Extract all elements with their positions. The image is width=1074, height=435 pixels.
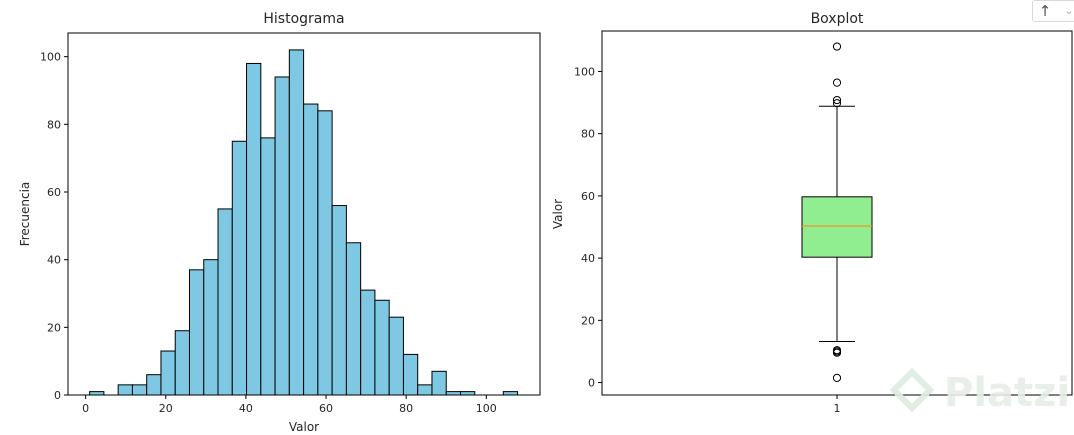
histogram-title: Histograma <box>263 11 344 27</box>
histogram-x-tick-label: 20 <box>159 402 173 415</box>
histogram-x-tick-label: 60 <box>319 402 333 415</box>
boxplot-elements <box>801 42 873 382</box>
histogram-bar <box>360 289 376 396</box>
boxplot-outlier <box>832 346 842 355</box>
histogram-bar <box>431 370 447 396</box>
histogram-bar <box>417 384 433 396</box>
histogram-x-ticks: 0 20 40 60 80 100 <box>82 395 497 415</box>
watermark-text: Platzi <box>944 370 1070 416</box>
histogram-bar <box>217 208 233 396</box>
histogram-y-label: Frecuencia <box>18 182 32 247</box>
histogram-x-tick-label: 100 <box>476 402 497 415</box>
histogram-y-tick-label: 20 <box>47 321 61 334</box>
boxplot-outlier <box>832 78 842 87</box>
boxplot-outlier <box>832 99 842 108</box>
histogram-bar <box>388 316 404 396</box>
histogram-bar <box>345 242 362 396</box>
boxplot-x-tick-label: 1 <box>834 402 841 415</box>
boxplot-y-tick-label: 0 <box>588 377 595 390</box>
histogram-axes-frame <box>67 32 541 396</box>
chevron-down-icon[interactable]: ⌄ <box>1064 4 1074 17</box>
histogram-y-tick-label: 60 <box>47 186 61 199</box>
histogram-bar <box>203 259 219 396</box>
histogram-bar <box>174 330 190 396</box>
boxplot-outlier <box>832 95 842 105</box>
histogram-bar <box>117 384 133 396</box>
histogram-x-tick-label: 40 <box>239 402 253 415</box>
boxplot-y-ticks: 0 20 40 60 80 100 <box>574 65 602 390</box>
histogram-bar <box>402 353 419 396</box>
histogram-bar <box>131 384 148 396</box>
histogram-bars <box>89 49 519 396</box>
boxplot-y-tick-label: 20 <box>581 314 595 327</box>
histogram-y-ticks: 0 20 40 60 80 100 <box>40 51 68 402</box>
histogram-bar <box>502 391 519 396</box>
histogram-bar <box>160 350 176 396</box>
boxplot-panel: Boxplot 0 20 40 60 80 100 1 Valor <box>551 11 1073 415</box>
boxplot-axes-frame <box>601 30 1073 396</box>
histogram-panel: Histograma 0 20 40 60 80 100 0 20 40 60 80 100 Val… <box>18 11 541 434</box>
boxplot-title: Boxplot <box>811 11 864 27</box>
histogram-bar <box>288 49 305 396</box>
boxplot-y-tick-label: 80 <box>581 128 595 141</box>
histogram-bar <box>331 205 347 396</box>
boxplot-outlier <box>832 42 842 51</box>
histogram-x-tick-label: 0 <box>82 402 89 415</box>
histogram-y-tick-label: 100 <box>40 51 61 64</box>
histogram-x-label: Valor <box>289 420 319 434</box>
boxplot-box <box>801 196 873 258</box>
histogram-bar <box>260 137 276 396</box>
histogram-bar <box>274 76 290 396</box>
histogram-y-tick-label: 40 <box>47 254 61 267</box>
histogram-bar <box>231 140 248 396</box>
histogram-bar <box>246 62 262 396</box>
histogram-bar <box>146 374 162 396</box>
histogram-bar <box>89 391 105 396</box>
output-toolbar: ↑ ⌄ <box>1032 0 1074 22</box>
histogram-bar <box>317 110 333 396</box>
arrow-up-icon[interactable]: ↑ <box>1038 2 1052 20</box>
histogram-bar <box>374 299 390 396</box>
boxplot-y-tick-label: 40 <box>581 252 595 265</box>
histogram-bar <box>303 103 319 396</box>
boxplot-x-ticks: 1 <box>834 395 841 415</box>
histogram-bar <box>460 391 476 396</box>
platzi-watermark: Platzi <box>889 367 1070 416</box>
boxplot-y-tick-label: 100 <box>574 65 595 78</box>
histogram-y-tick-label: 0 <box>54 389 61 402</box>
histogram-bar <box>188 269 205 396</box>
boxplot-y-tick-label: 60 <box>581 190 595 203</box>
boxplot-outlier <box>832 373 842 382</box>
boxplot-y-label: Valor <box>551 199 565 229</box>
histogram-y-tick-label: 80 <box>47 118 61 131</box>
histogram-x-tick-label: 80 <box>399 402 413 415</box>
platzi-logo-icon <box>889 367 935 413</box>
histogram-bar <box>445 391 462 396</box>
